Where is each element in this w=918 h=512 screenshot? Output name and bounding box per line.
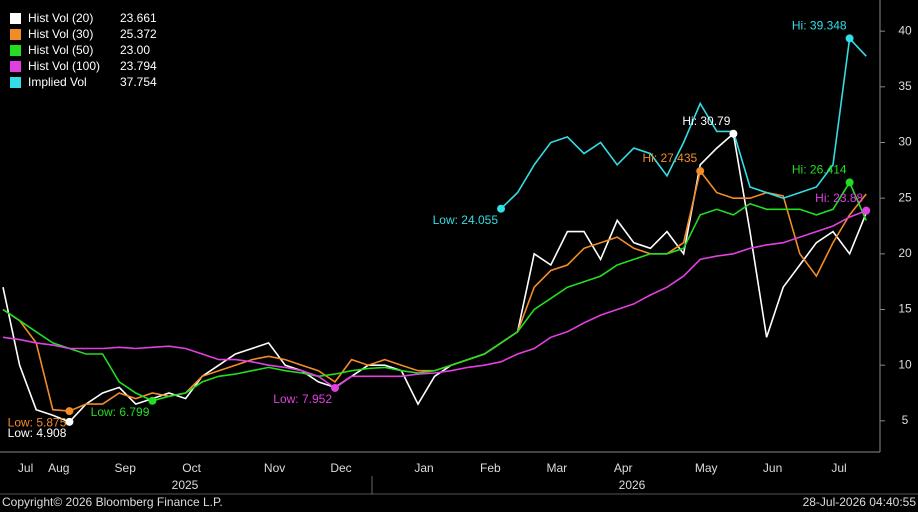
- y-tick-label: 40: [898, 23, 912, 37]
- extreme-label: Low: 7.952: [273, 392, 332, 406]
- series-line: [500, 36, 867, 210]
- footer-copyright: Copyright© 2026 Bloomberg Finance L.P.: [2, 495, 223, 509]
- extreme-label: Hi: 39.348: [792, 19, 847, 33]
- x-tick-label: Jan: [414, 461, 433, 475]
- extreme-label: Low: 6.799: [91, 405, 150, 419]
- extreme-label: Low: 5.875: [8, 415, 67, 429]
- x-tick-label: Nov: [264, 461, 285, 475]
- y-tick-label: 30: [898, 135, 912, 149]
- legend-label: Hist Vol (100): [28, 59, 100, 73]
- legend-label: Hist Vol (50): [28, 43, 93, 57]
- legend-swatch: [10, 77, 21, 88]
- x-tick-label: May: [695, 461, 718, 475]
- legend-value: 23.794: [120, 59, 157, 73]
- x-tick-label: Aug: [48, 461, 69, 475]
- extreme-marker: [331, 383, 339, 392]
- legend-swatch: [10, 61, 21, 72]
- extreme-label: Hi: 23.88: [815, 191, 863, 205]
- series-line: [2, 132, 867, 423]
- extreme-label: Hi: 27.435: [642, 151, 697, 165]
- series-line: [2, 209, 867, 389]
- legend-label: Implied Vol: [28, 75, 87, 89]
- y-tick-label: 25: [898, 190, 912, 204]
- extreme-marker: [65, 407, 74, 416]
- x-tick-label: Jul: [18, 461, 33, 475]
- legend-value: 37.754: [120, 75, 157, 89]
- footer-timestamp: 28-Jul-2026 04:40:55: [803, 495, 917, 509]
- y-tick-label: 5: [902, 413, 909, 427]
- x-tick-label: Sep: [115, 461, 137, 475]
- x-tick-label: Dec: [330, 461, 351, 475]
- legend-label: Hist Vol (20): [28, 11, 93, 25]
- extreme-label: Hi: 30.79: [682, 114, 730, 128]
- y-tick-label: 20: [898, 246, 912, 260]
- legend-value: 23.00: [120, 43, 150, 57]
- y-tick-label: 15: [898, 302, 912, 316]
- x-tick-label: Apr: [614, 461, 633, 475]
- extreme-marker: [696, 167, 705, 176]
- legend-value: 23.661: [120, 11, 157, 25]
- extreme-label: Low: 4.908: [8, 426, 67, 440]
- extreme-marker: [65, 417, 74, 426]
- legend-swatch: [10, 45, 21, 56]
- extreme-marker: [148, 396, 157, 405]
- extreme-marker: [845, 34, 854, 43]
- extreme-label: Low: 24.055: [433, 213, 499, 227]
- series-line: [2, 180, 867, 402]
- y-tick-label: 10: [898, 357, 912, 371]
- x-tick-label: Jun: [763, 461, 782, 475]
- x-tick-label: Jul: [831, 461, 846, 475]
- year-label: 2025: [172, 478, 199, 492]
- x-tick-label: Oct: [182, 461, 201, 475]
- legend-swatch: [10, 29, 21, 40]
- x-tick-label: Mar: [546, 461, 567, 475]
- legend-value: 25.372: [120, 27, 157, 41]
- legend-swatch: [10, 13, 21, 24]
- extreme-marker: [729, 129, 738, 138]
- x-tick-label: Feb: [480, 461, 501, 475]
- extreme-marker: [845, 178, 854, 187]
- y-tick-label: 35: [898, 79, 912, 93]
- extreme-label: Hi: 26.414: [792, 163, 847, 177]
- year-label: 2026: [619, 478, 646, 492]
- legend-label: Hist Vol (30): [28, 27, 93, 41]
- extreme-marker: [497, 204, 505, 213]
- extreme-marker: [862, 206, 871, 215]
